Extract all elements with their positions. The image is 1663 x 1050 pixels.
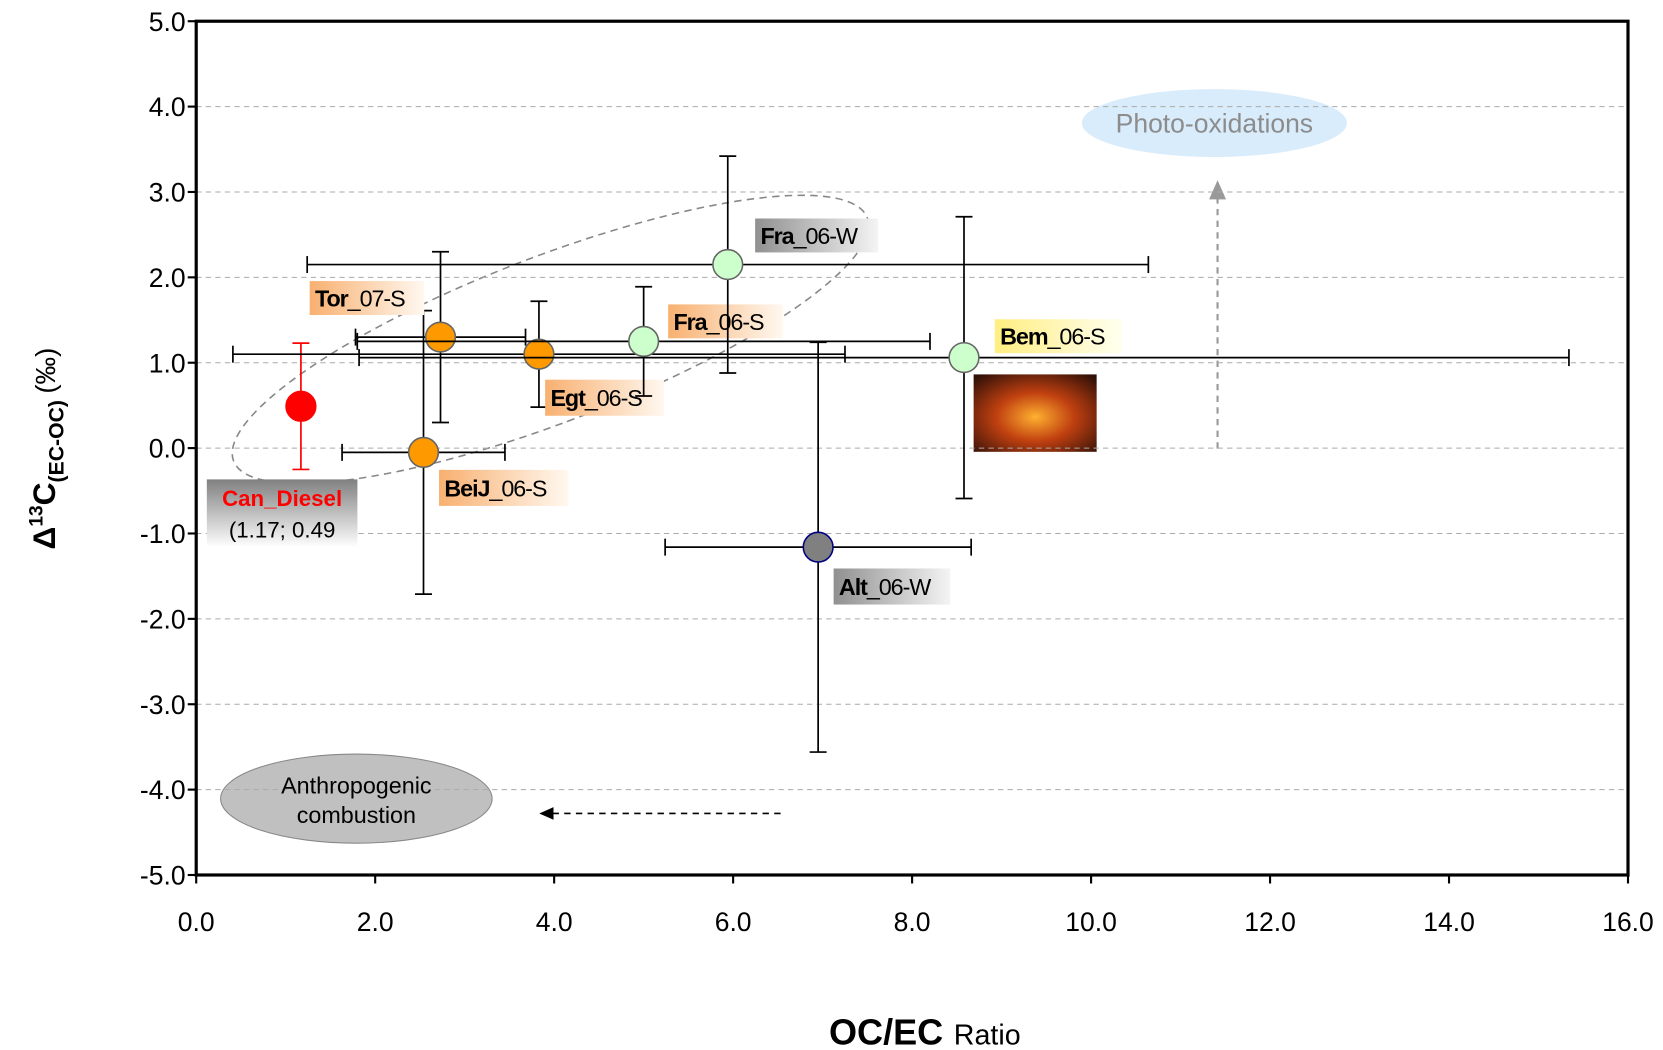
point-label: Tor_07-S (315, 286, 405, 312)
x-tick-label: 10.0 (1065, 907, 1117, 937)
y-tick-label: 1.0 (149, 348, 186, 378)
annotation: Photo-oxidations (1116, 109, 1313, 139)
label-suffix: _07-S (347, 286, 405, 312)
x-tick-label: 2.0 (357, 907, 394, 937)
point-label: Fra_06-W (760, 223, 858, 249)
annotation-bubble (221, 754, 493, 843)
y-tick-label: 4.0 (149, 92, 186, 122)
point (524, 339, 554, 369)
label-name: BeiJ (444, 475, 489, 501)
y-axis-label-sub: (EC-OC) (46, 400, 69, 482)
y-tick-label: 0.0 (149, 434, 186, 464)
y-axis-label-unit: (‰) (30, 348, 61, 394)
y-tick-label: -5.0 (140, 861, 186, 891)
y-axis-label-base: C (26, 482, 62, 505)
point-label: Egt_06-S (550, 385, 642, 411)
label-name: Egt (550, 385, 586, 411)
y-tick-label: -2.0 (140, 604, 186, 634)
x-tick-label: 8.0 (894, 907, 931, 937)
y-axis-label-delta: Δ (26, 527, 62, 550)
y-axis-label: Δ13C(EC-OC) (‰) (26, 348, 68, 550)
label-name: Alt (839, 574, 868, 600)
label-suffix: _06-S (1047, 324, 1105, 350)
point (949, 343, 979, 373)
point (629, 327, 659, 357)
label-name: Fra (760, 223, 795, 249)
point (713, 250, 743, 280)
y-axis-label-sup: 13 (26, 505, 47, 526)
x-tick-label: 0.0 (178, 907, 215, 937)
point (803, 532, 833, 562)
x-axis-label-rest: Ratio (954, 1020, 1021, 1050)
x-tick-label: 6.0 (715, 907, 752, 937)
chart: -5.0 -4.0 -3.0 -2.0 -1.0 0.0 1.0 2.0 3.0 4.0 5.0 0.… (0, 0, 1663, 1050)
label-suffix: _06-S (706, 309, 764, 335)
x-tick-label: 14.0 (1423, 907, 1475, 937)
point (426, 322, 456, 352)
point-label: Bem_06-S (1000, 324, 1105, 350)
point (409, 438, 439, 468)
label-name: Bem (1000, 324, 1048, 350)
x-tick-label: 16.0 (1602, 907, 1654, 937)
y-tick-label: 2.0 (149, 263, 186, 293)
x-axis-label-main: OC/EC (829, 1012, 943, 1050)
y-tick-label: -1.0 (140, 519, 186, 549)
point-label: Alt_06-W (839, 574, 931, 600)
point-label: Fra_06-S (673, 309, 764, 335)
point-label: Can_Diesel (222, 486, 342, 511)
y-tick-label: -3.0 (140, 690, 186, 720)
label-suffix: _06-W (793, 223, 858, 249)
point-label: BeiJ_06-S (444, 475, 546, 501)
label-suffix: _06-S (584, 385, 642, 411)
label-suffix: _06-S (488, 475, 546, 501)
label-name: Tor (315, 286, 349, 312)
y-tick-label: 5.0 (149, 7, 186, 37)
point (286, 391, 316, 421)
y-tick-label: 3.0 (149, 178, 186, 208)
label-suffix: _06-W (866, 574, 931, 600)
x-tick-label: 12.0 (1244, 907, 1296, 937)
x-tick-label: 4.0 (536, 907, 573, 937)
x-axis-label: OC/EC Ratio (829, 1012, 1021, 1050)
point-note: (1.17; 0.49 (229, 518, 335, 543)
label-name: Fra (673, 309, 708, 335)
y-tick-label: -4.0 (140, 775, 186, 805)
photo (974, 374, 1097, 451)
